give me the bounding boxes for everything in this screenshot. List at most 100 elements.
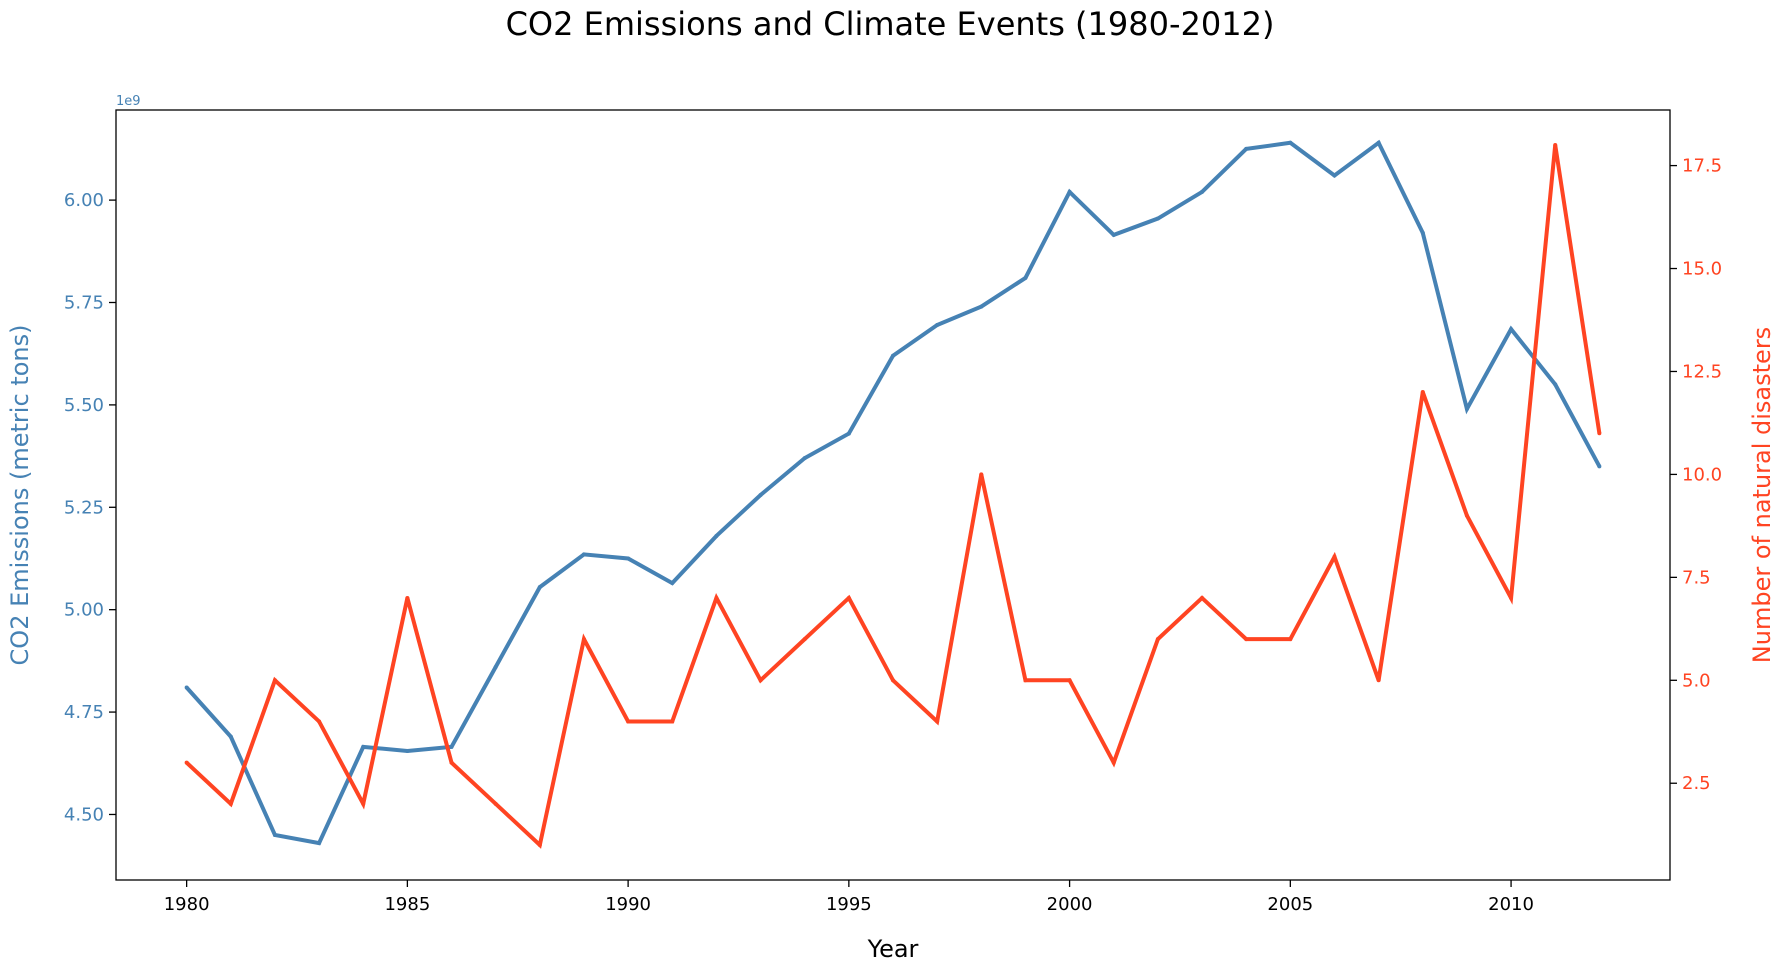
chart-title: CO2 Emissions and Climate Events (1980-2… (506, 5, 1275, 43)
disaster-data-point (493, 801, 498, 806)
right-y-tick-label: 7.5 (1682, 567, 1711, 588)
disaster-data-point (317, 719, 322, 724)
disaster-data-point (1420, 390, 1425, 395)
disaster-data-point (979, 472, 984, 477)
co2-data-point (626, 556, 631, 561)
left-y-tick-label: 5.50 (64, 395, 104, 416)
left-y-tick-label: 4.75 (64, 702, 104, 723)
co2-data-point (802, 456, 807, 461)
co2-data-point (317, 841, 322, 846)
disaster-data-point (1155, 637, 1160, 642)
right-y-tick-label: 17.5 (1682, 156, 1722, 177)
x-tick-label: 1995 (826, 894, 872, 915)
x-axis: 1980 1985 1990 1995 2000 2005 2010 (164, 880, 1534, 915)
x-tick-label: 2005 (1267, 894, 1313, 915)
co2-data-point (405, 748, 410, 753)
co2-data-point (1155, 216, 1160, 221)
co2-data-point (846, 431, 851, 436)
co2-data-point (1332, 173, 1337, 178)
x-tick-label: 2000 (1047, 894, 1093, 915)
disaster-data-point (1111, 760, 1116, 765)
left-y-tick-label: 5.25 (64, 497, 104, 518)
x-tick-label: 2010 (1488, 894, 1534, 915)
disaster-data-point (802, 637, 807, 642)
co2-data-point (1376, 140, 1381, 145)
co2-data-point (449, 744, 454, 749)
disaster-data-point (1200, 595, 1205, 600)
disaster-data-point (1597, 431, 1602, 436)
co2-data-point (1067, 189, 1072, 194)
x-tick-label: 1990 (605, 894, 651, 915)
natural-disasters-line (185, 144, 1602, 849)
disaster-data-point (1332, 554, 1337, 559)
co2-data-point (1464, 406, 1469, 411)
co2-data-point (228, 734, 233, 739)
co2-data-point (1023, 275, 1028, 280)
disaster-data-point (1376, 678, 1381, 683)
disaster-data-point (714, 595, 719, 600)
co2-data-point (1111, 232, 1116, 237)
co2-data-point (758, 493, 763, 497)
right-y-tick-label: 12.5 (1682, 361, 1722, 382)
disaster-data-point (846, 595, 851, 600)
co2-data-point (1420, 230, 1425, 235)
right-y-tick-label: 15.0 (1682, 259, 1722, 280)
disaster-data-point (537, 843, 542, 847)
left-y-tick-label: 5.75 (64, 293, 104, 314)
disaster-data-point (626, 719, 631, 724)
co2-data-point (1244, 146, 1249, 151)
left-y-axis: 4.50 4.75 5.00 5.25 5.50 5.75 6.00 (64, 190, 116, 825)
plot-frame (115, 109, 1671, 881)
left-axis-offset-label: 1e9 (116, 94, 141, 109)
disaster-data-point (581, 637, 586, 642)
disaster-data-point (891, 678, 895, 683)
co2-data-point (537, 585, 542, 590)
co2-data-point (493, 665, 498, 670)
co2-data-point (581, 552, 586, 557)
right-y-tick-label: 10.0 (1682, 464, 1722, 485)
co2-data-point (891, 353, 895, 358)
disaster-data-point (1288, 637, 1293, 642)
x-tick-label: 1985 (384, 894, 430, 915)
right-y-axis: 2.5 5.0 7.5 10.0 12.5 15.0 17.5 (1670, 156, 1722, 794)
disaster-data-point (1464, 513, 1469, 518)
co2-data-point (670, 581, 675, 586)
x-axis-title: Year (867, 935, 919, 963)
disaster-data-point (1244, 637, 1249, 642)
co2-data-point (979, 304, 984, 309)
co2-data-point (714, 533, 719, 538)
disaster-data-point (670, 719, 675, 724)
co2-emissions-line (185, 139, 1602, 846)
co2-data-point (935, 323, 940, 328)
disaster-data-point (272, 678, 277, 683)
series-group (184, 139, 1602, 849)
co2-data-point (272, 832, 277, 837)
left-y-axis-title: CO2 Emissions (metric tons) (6, 325, 34, 666)
co2-data-point (1288, 140, 1293, 145)
left-y-tick-label: 5.00 (64, 600, 104, 621)
co2-data-point (184, 685, 189, 690)
right-y-axis-title: Number of natural disasters (1748, 327, 1776, 663)
co2-data-point (1553, 382, 1558, 387)
disaster-data-point (405, 595, 410, 600)
disaster-data-point (361, 801, 366, 806)
disaster-data-point (758, 678, 763, 683)
co2-data-point (361, 744, 366, 749)
disaster-data-point (1553, 143, 1558, 147)
right-y-tick-label: 2.5 (1682, 773, 1711, 794)
co2-data-point (1200, 189, 1205, 194)
co2-data-point (1509, 327, 1514, 332)
disaster-data-point (935, 719, 940, 724)
right-y-tick-label: 5.0 (1682, 670, 1711, 691)
disaster-data-point (1509, 595, 1514, 600)
x-tick-label: 1980 (164, 894, 210, 915)
disaster-data-point (184, 760, 189, 765)
co2-data-point (1597, 464, 1602, 469)
left-y-tick-label: 4.50 (64, 804, 104, 825)
disaster-data-point (228, 801, 233, 806)
disaster-data-point (1023, 678, 1028, 683)
disaster-data-point (1067, 678, 1072, 683)
left-y-tick-label: 6.00 (64, 190, 104, 211)
disaster-data-point (449, 760, 454, 765)
